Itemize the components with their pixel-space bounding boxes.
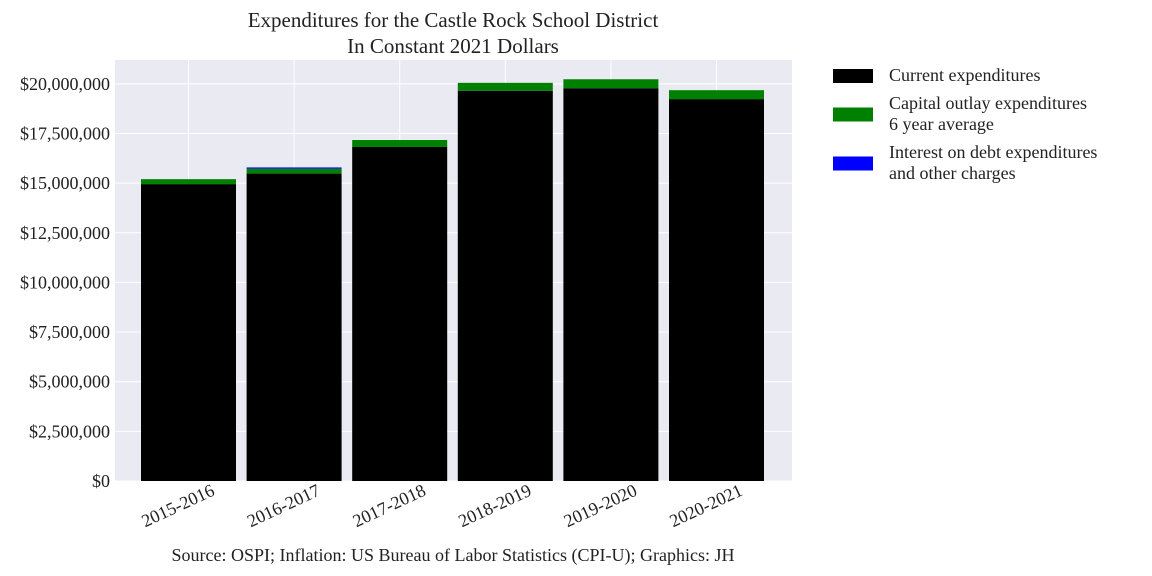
bar-2016-2017-series-2 (246, 167, 342, 169)
y-tick-label: $5,000,000 (29, 372, 110, 392)
x-tick-label: 2016-2017 (244, 480, 323, 531)
y-tick-label: $17,500,000 (20, 123, 110, 143)
legend-swatch-2 (833, 156, 873, 171)
y-tick-label: $2,500,000 (29, 421, 110, 441)
bar-2016-2017-series-1 (246, 168, 342, 174)
bar-2018-2019-series-0 (457, 90, 553, 481)
y-tick-label: $15,000,000 (20, 173, 110, 193)
bar-2017-2018-series-0 (352, 146, 448, 481)
x-tick-label: 2015-2016 (138, 480, 217, 531)
y-tick-label: $20,000,000 (20, 74, 110, 94)
y-tick-label: $0 (92, 471, 110, 491)
bar-2015-2016-series-0 (141, 184, 236, 481)
source-note: Source: OSPI; Inflation: US Bureau of La… (172, 545, 735, 566)
legend-label-1: Capital outlay expenditures (889, 93, 1087, 113)
bar-2020-2021-series-1 (669, 90, 764, 100)
legend-label-2: and other charges (889, 163, 1016, 183)
bar-2015-2016-series-1 (141, 179, 236, 185)
bar-2017-2018-series-1 (352, 140, 448, 147)
bar-2018-2019-series-1 (457, 82, 553, 91)
bar-2019-2020-series-0 (563, 88, 659, 481)
legend-swatch-1 (833, 107, 873, 122)
x-tick-label: 2020-2021 (666, 480, 745, 531)
bar-2016-2017-series-0 (246, 173, 342, 481)
y-axis-ticks: $0 $2,500,000 $5,000,000 $7,500,000 $10,000,… (20, 74, 110, 491)
chart-title-line-1: Expenditures for the Castle Rock School … (248, 8, 659, 32)
x-tick-label: 2018-2019 (455, 480, 534, 531)
x-axis-ticks: 2015-2016 2016-2017 2017-2018 2018-2019 2019… (138, 480, 745, 531)
y-tick-label: $7,500,000 (29, 322, 110, 342)
legend-label-0: Current expenditures (889, 65, 1040, 85)
bars (141, 79, 764, 482)
y-tick-label: $10,000,000 (20, 272, 110, 292)
y-tick-label: $12,500,000 (20, 223, 110, 243)
bar-2020-2021-series-0 (669, 99, 764, 482)
bar-2019-2020-series-1 (563, 79, 659, 89)
x-tick-label: 2017-2018 (350, 480, 429, 531)
chart-title-line-2: In Constant 2021 Dollars (347, 34, 559, 58)
legend: Current expenditures Capital outlay expen… (833, 65, 1097, 183)
x-tick-label: 2019-2020 (561, 480, 640, 531)
legend-swatch-0 (833, 69, 873, 83)
legend-label-1: 6 year average (889, 114, 994, 134)
legend-label-2: Interest on debt expenditures (889, 142, 1097, 162)
